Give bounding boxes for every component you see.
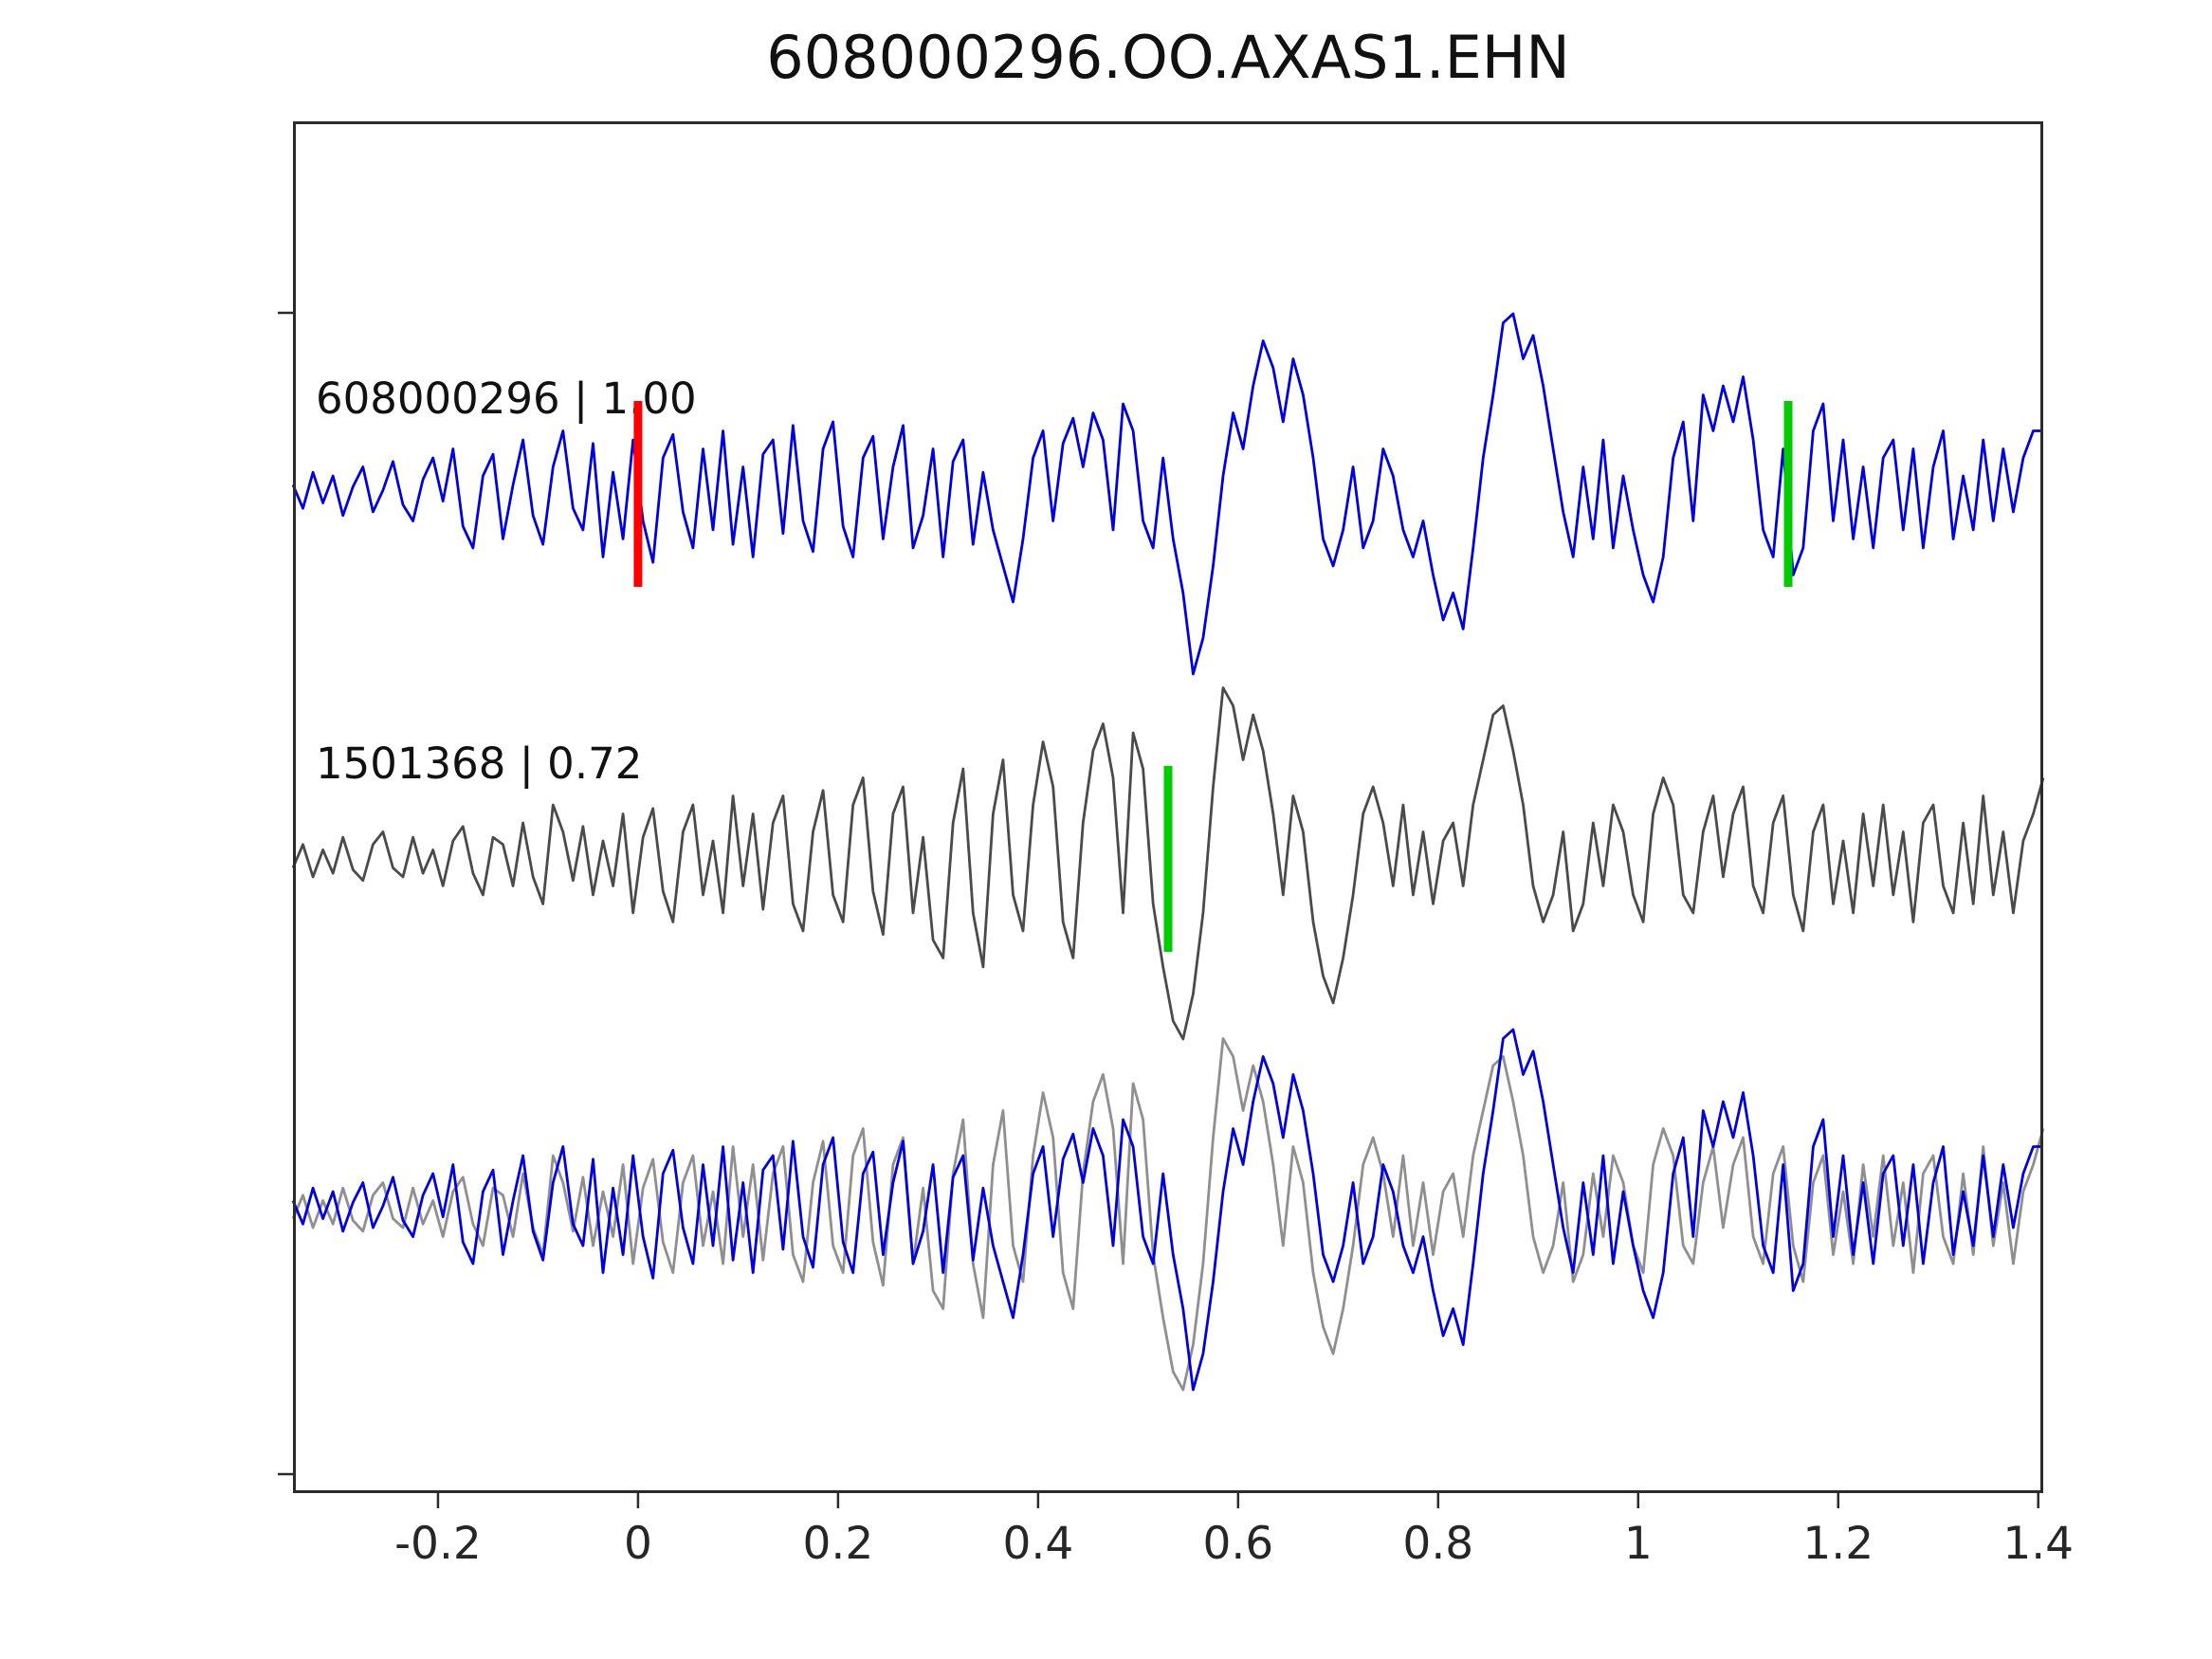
axes-border — [293, 121, 2043, 1493]
waveform-plot — [278, 121, 2045, 1508]
trace-608000296-panel1 — [291, 312, 2043, 676]
trace-label-template: 608000296 | 1.00 — [316, 374, 697, 424]
trace-1501368-panel3 — [291, 1037, 2045, 1392]
x-tick-label: 0.6 — [1202, 1518, 1274, 1570]
trace-1501368-panel2 — [291, 686, 2045, 1041]
x-tick-label: 0.2 — [802, 1518, 874, 1570]
x-tick-label: 0.4 — [1002, 1518, 1074, 1570]
x-tick-label: 1.4 — [2002, 1518, 2075, 1570]
x-tick-label: 0.8 — [1402, 1518, 1474, 1570]
trace-label-match: 1501368 | 0.72 — [316, 738, 643, 789]
x-tick-label: 1.2 — [1802, 1518, 1874, 1570]
x-tick-label: 1 — [1623, 1518, 1653, 1570]
trace-608000296-panel3 — [291, 1028, 2043, 1392]
x-tick-label: 0 — [623, 1518, 652, 1570]
x-tick-label: -0.2 — [394, 1518, 482, 1570]
chart-title: 608000296.OO.AXAS1.EHN — [766, 23, 1570, 92]
